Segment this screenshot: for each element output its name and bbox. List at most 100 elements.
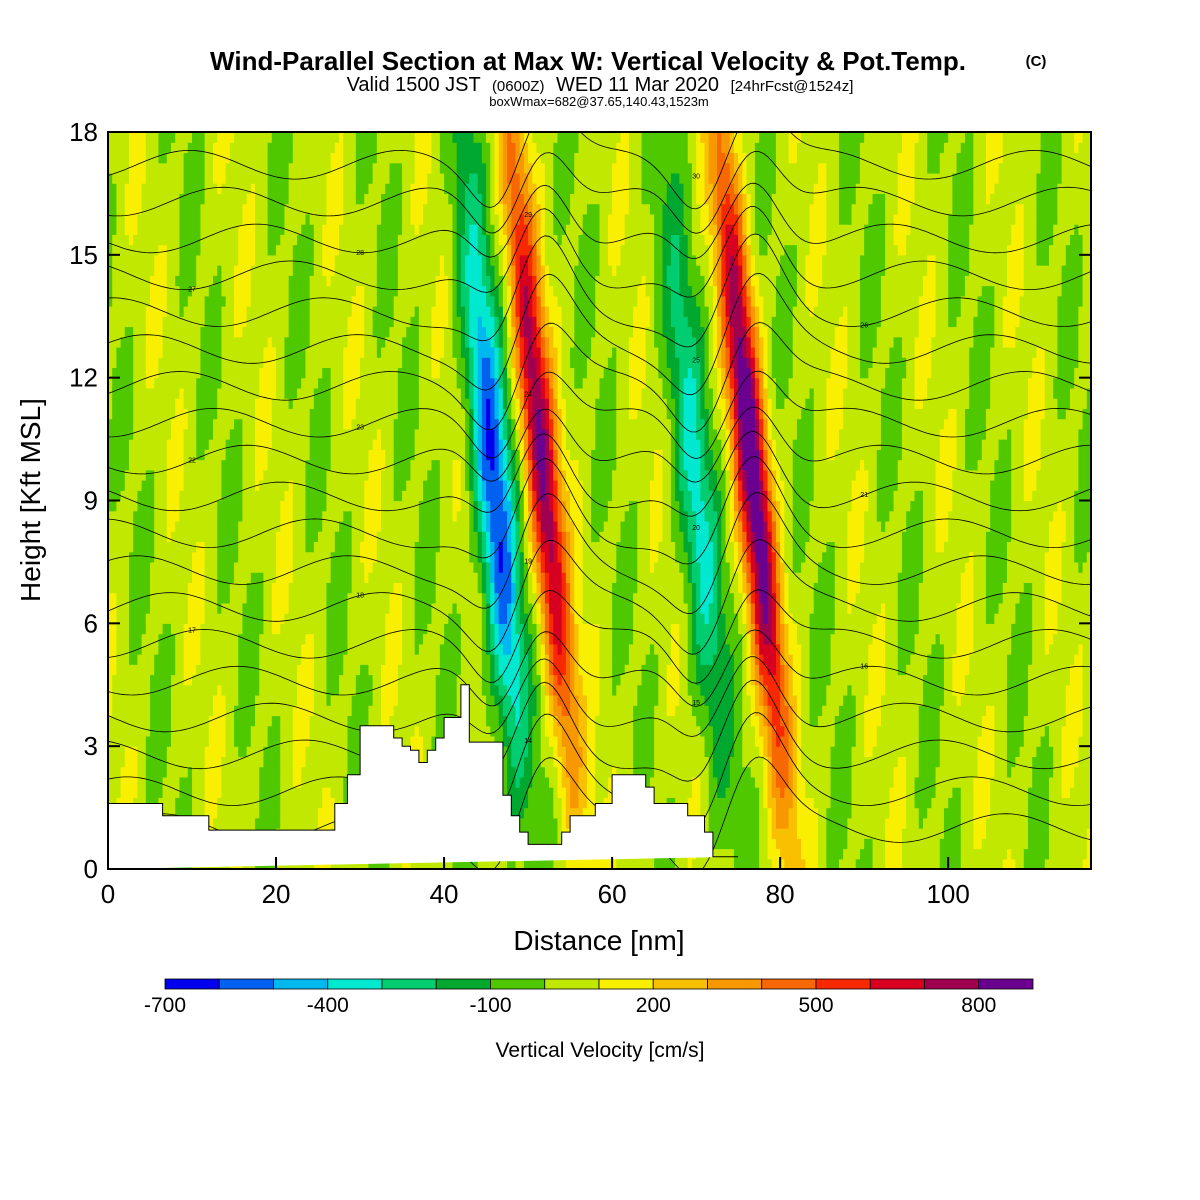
velocity-cell <box>339 142 344 154</box>
velocity-cell <box>292 439 298 450</box>
velocity-cell <box>351 735 357 747</box>
velocity-cell <box>322 643 328 655</box>
velocity-cell <box>213 459 218 471</box>
velocity-cell <box>229 510 235 522</box>
velocity-cell <box>196 654 202 665</box>
velocity-cell <box>339 613 344 624</box>
velocity-cell <box>145 500 151 512</box>
velocity-cell <box>204 490 210 502</box>
velocity-cell <box>120 613 126 624</box>
velocity-cell <box>171 316 176 328</box>
velocity-cell <box>339 633 344 645</box>
velocity-cell <box>208 213 214 225</box>
velocity-cell <box>343 469 349 481</box>
velocity-cell <box>292 725 298 737</box>
velocity-cell <box>154 623 160 635</box>
velocity-cell <box>330 336 336 348</box>
velocity-cell <box>221 336 227 348</box>
velocity-cell <box>221 306 227 317</box>
velocity-cell <box>351 633 357 645</box>
velocity-cell <box>229 172 235 184</box>
velocity-cell <box>171 551 176 563</box>
velocity-cell <box>112 561 117 573</box>
velocity-cell <box>221 418 227 430</box>
velocity-cell <box>145 398 151 409</box>
velocity-cell <box>129 326 134 338</box>
velocity-cell <box>124 613 130 624</box>
velocity-cell <box>108 623 113 635</box>
velocity-cell <box>137 203 143 215</box>
velocity-cell <box>171 377 176 389</box>
velocity-cell <box>259 367 265 379</box>
velocity-cell <box>204 132 210 143</box>
velocity-cell <box>288 449 294 461</box>
velocity-cell <box>120 285 126 297</box>
velocity-cell <box>259 265 265 276</box>
velocity-cell <box>225 561 231 573</box>
velocity-cell <box>133 172 139 184</box>
velocity-cell <box>116 377 122 389</box>
velocity-cell <box>263 541 269 553</box>
velocity-cell <box>124 643 130 655</box>
velocity-cell <box>166 592 172 604</box>
velocity-cell <box>263 602 269 614</box>
velocity-cell <box>234 592 239 604</box>
velocity-cell <box>288 664 294 676</box>
velocity-cell <box>343 725 349 737</box>
velocity-cell <box>187 295 193 307</box>
velocity-cell <box>124 265 130 276</box>
velocity-cell <box>292 582 298 594</box>
velocity-cell <box>284 787 290 798</box>
velocity-cell <box>196 592 202 604</box>
velocity-cell <box>263 490 269 502</box>
velocity-cell <box>276 541 281 553</box>
velocity-cell <box>137 285 143 297</box>
velocity-cell <box>158 766 164 778</box>
velocity-cell <box>339 285 344 297</box>
velocity-cell <box>145 746 151 758</box>
velocity-cell <box>364 643 370 655</box>
velocity-cell <box>158 162 164 174</box>
velocity-cell <box>288 746 294 758</box>
velocity-cell <box>271 357 277 369</box>
velocity-cell <box>360 715 365 727</box>
velocity-cell <box>372 244 378 256</box>
velocity-cell <box>339 756 344 768</box>
velocity-cell <box>133 285 139 297</box>
velocity-cell <box>213 234 218 246</box>
velocity-cell <box>137 306 143 317</box>
velocity-cell <box>242 326 248 338</box>
velocity-cell <box>267 500 273 512</box>
velocity-cell <box>301 316 307 328</box>
velocity-cell <box>217 449 223 461</box>
velocity-cell <box>120 623 126 635</box>
velocity-cell <box>208 367 214 379</box>
velocity-cell <box>334 459 340 471</box>
velocity-cell <box>255 602 260 614</box>
velocity-cell <box>137 551 143 563</box>
velocity-cell <box>288 265 294 276</box>
velocity-cell <box>292 776 298 788</box>
velocity-cell <box>108 674 113 686</box>
velocity-cell <box>334 193 340 205</box>
velocity-cell <box>179 725 185 737</box>
velocity-cell <box>246 715 252 727</box>
velocity-cell <box>322 418 328 430</box>
velocity-cell <box>154 664 160 676</box>
velocity-cell <box>150 285 155 297</box>
velocity-cell <box>318 684 323 696</box>
velocity-cell <box>141 152 147 164</box>
velocity-cell <box>175 459 181 471</box>
velocity-cell <box>179 203 185 215</box>
velocity-cell <box>192 705 197 717</box>
velocity-cell <box>162 193 168 205</box>
velocity-cell <box>334 398 340 409</box>
velocity-cell <box>108 520 113 532</box>
velocity-cell <box>208 224 214 235</box>
velocity-cell <box>318 408 323 420</box>
velocity-cell <box>389 193 395 205</box>
velocity-cell <box>124 725 130 737</box>
velocity-cell <box>171 418 176 430</box>
velocity-cell <box>112 254 117 266</box>
velocity-cell <box>288 776 294 788</box>
